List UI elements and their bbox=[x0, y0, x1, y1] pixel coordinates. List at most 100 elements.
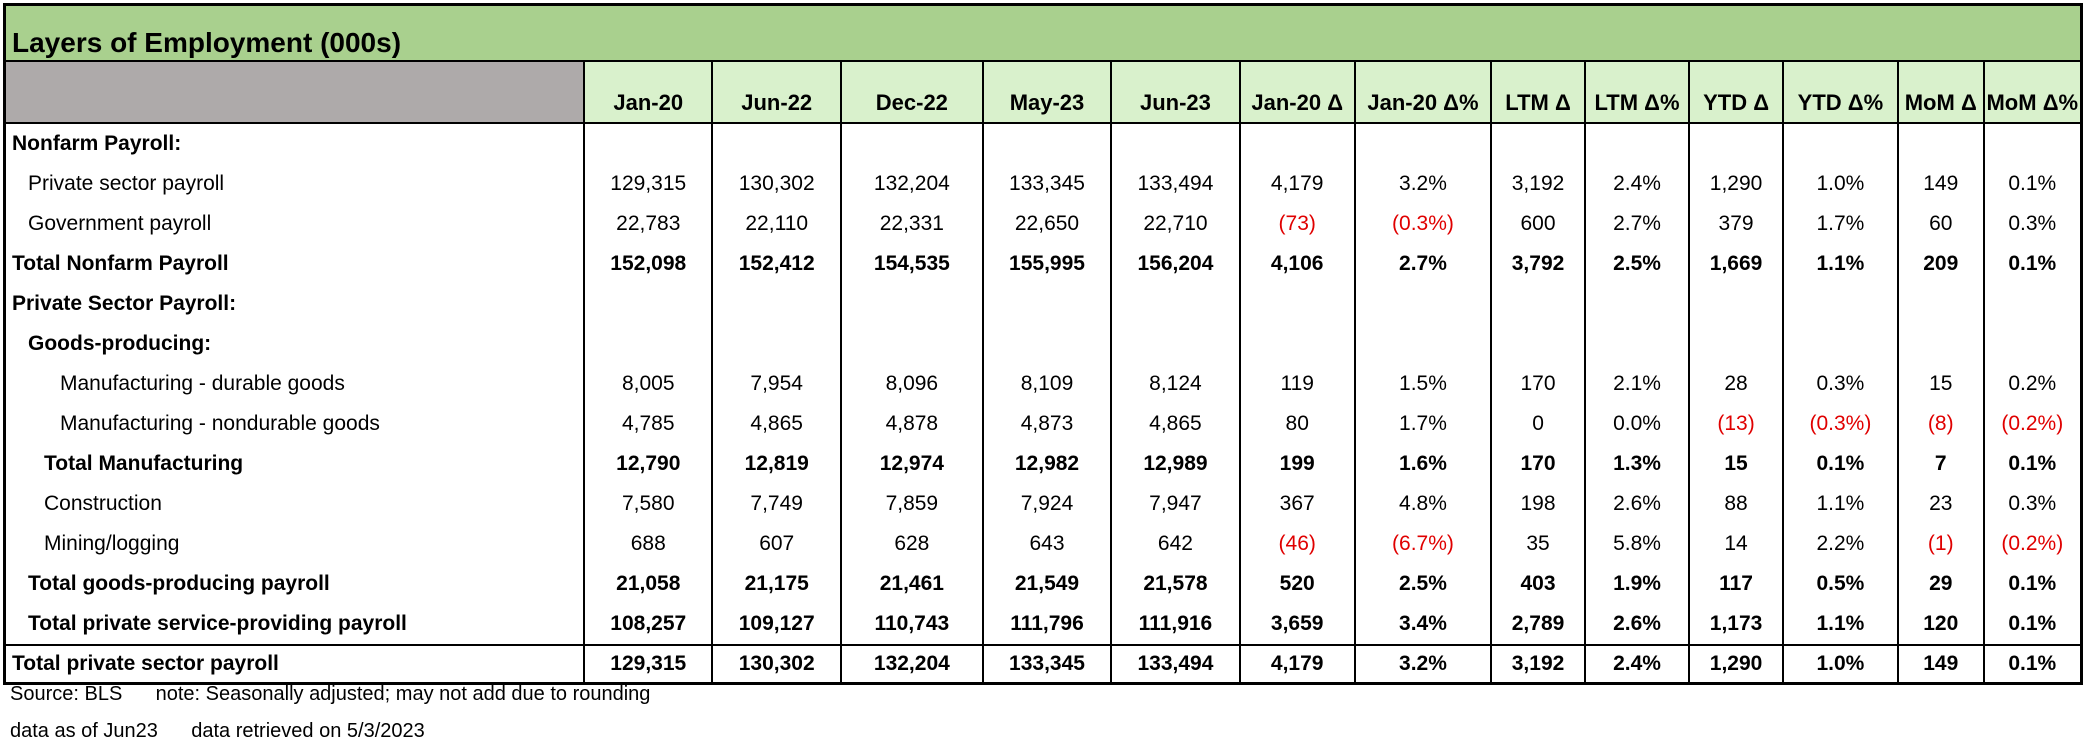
table-cell: (73) bbox=[1238, 204, 1355, 244]
table-cell: 0.1% bbox=[1982, 604, 2080, 645]
table-cell: 111,796 bbox=[981, 604, 1112, 645]
column-header: May-23 bbox=[981, 62, 1112, 124]
table-cell bbox=[1781, 324, 1898, 364]
table-cell: 379 bbox=[1688, 204, 1783, 244]
table-cell: 2.7% bbox=[1583, 204, 1690, 244]
table-cell: 170 bbox=[1490, 364, 1585, 404]
table-cell: (0.3%) bbox=[1781, 404, 1898, 444]
row-label: Total private sector payroll bbox=[6, 644, 585, 682]
table-cell: 156,204 bbox=[1110, 244, 1240, 284]
row-label: Total goods-producing payroll bbox=[28, 572, 330, 595]
table-cell: 2.6% bbox=[1583, 484, 1690, 524]
table-cell: (8) bbox=[1896, 404, 1984, 444]
table-cell: 12,790 bbox=[583, 444, 713, 484]
table-cell: 4,865 bbox=[1110, 404, 1240, 444]
table-cell bbox=[839, 123, 983, 164]
table-cell: 688 bbox=[583, 524, 713, 564]
table-cell: (0.2%) bbox=[1982, 524, 2080, 564]
table-row: Total goods-producing payroll 21,058 21,17… bbox=[6, 564, 2080, 604]
table-cell bbox=[1688, 123, 1783, 164]
column-header: Dec-22 bbox=[839, 62, 983, 124]
table-cell: 4,865 bbox=[711, 404, 841, 444]
table-row: Private Sector Payroll: bbox=[6, 284, 2080, 324]
table-cell: 4,106 bbox=[1238, 244, 1355, 284]
table-cell bbox=[1353, 123, 1492, 164]
table-cell: 1.9% bbox=[1583, 564, 1690, 604]
row-label: Private Sector Payroll: bbox=[12, 292, 237, 315]
header-row: Jan-20 Jun-22 Dec-22 May-23 Jun-23 Jan-20 Δ Ja… bbox=[6, 62, 2080, 124]
table-cell: 22,783 bbox=[583, 204, 713, 244]
table-cell: 0.3% bbox=[1982, 484, 2080, 524]
employment-table-sheet: Layers of Employment (000s) Jan-20 Jun-22… bbox=[3, 3, 2083, 685]
table-cell: 1.6% bbox=[1353, 444, 1492, 484]
table-row: Manufacturing - nondurable goods 4,785 4,8… bbox=[6, 404, 2080, 444]
table-cell: 2.1% bbox=[1583, 364, 1690, 404]
table-cell: 28 bbox=[1688, 364, 1783, 404]
row-label: Total Manufacturing bbox=[44, 452, 244, 475]
table-cell: 22,331 bbox=[839, 204, 983, 244]
column-header: LTM Δ bbox=[1490, 62, 1585, 124]
table-cell: 600 bbox=[1490, 204, 1585, 244]
table-cell: 607 bbox=[711, 524, 841, 564]
table-cell: 7,924 bbox=[981, 484, 1112, 524]
table-cell: 1,290 bbox=[1688, 164, 1783, 204]
table-cell: 12,982 bbox=[981, 444, 1112, 484]
table-cell bbox=[839, 284, 983, 324]
table-row: Construction 7,580 7,749 7,859 7,924 7,947 367… bbox=[6, 484, 2080, 524]
table-cell: 21,175 bbox=[711, 564, 841, 604]
table-cell: 0.1% bbox=[1982, 164, 2080, 204]
table-cell: 4,785 bbox=[583, 404, 713, 444]
table-cell: 367 bbox=[1238, 484, 1355, 524]
table-cell: 21,461 bbox=[839, 564, 983, 604]
table-cell: 4,878 bbox=[839, 404, 983, 444]
table-cell: 8,109 bbox=[981, 364, 1112, 404]
table-cell: 1.0% bbox=[1781, 644, 1898, 682]
table-cell: 0.1% bbox=[1982, 564, 2080, 604]
table-cell: 22,110 bbox=[711, 204, 841, 244]
table-cell bbox=[1688, 324, 1783, 364]
table-cell bbox=[1490, 324, 1585, 364]
table-cell: 15 bbox=[1688, 444, 1783, 484]
table-title: Layers of Employment (000s) bbox=[6, 6, 2080, 62]
table-cell bbox=[1238, 324, 1355, 364]
table-cell: 1.5% bbox=[1353, 364, 1492, 404]
table-cell: 133,345 bbox=[981, 644, 1112, 682]
footer-notes: Source: BLS note: Seasonally adjusted; m… bbox=[10, 676, 650, 750]
table-cell: 12,974 bbox=[839, 444, 983, 484]
table-cell: 520 bbox=[1238, 564, 1355, 604]
table-cell: 4,179 bbox=[1238, 644, 1355, 682]
row-label: Manufacturing - durable goods bbox=[60, 372, 345, 395]
table-cell: 2.7% bbox=[1353, 244, 1492, 284]
table-cell: 7,859 bbox=[839, 484, 983, 524]
table-cell: 2.2% bbox=[1781, 524, 1898, 564]
table-cell bbox=[1688, 284, 1783, 324]
table-cell: 1.7% bbox=[1353, 404, 1492, 444]
column-header: MoM Δ bbox=[1896, 62, 1984, 124]
table-cell: 133,494 bbox=[1110, 164, 1240, 204]
table-row: Private sector payroll 129,315 130,302 132,… bbox=[6, 164, 2080, 204]
table-cell: 133,494 bbox=[1110, 644, 1240, 682]
table-row: Total private service-providing payroll 1… bbox=[6, 604, 2080, 645]
table-cell: 60 bbox=[1896, 204, 1984, 244]
row-label: Manufacturing - nondurable goods bbox=[60, 412, 380, 435]
table-cell: 4.8% bbox=[1353, 484, 1492, 524]
table-row: Total private sector payroll 129,315 130,3… bbox=[6, 644, 2080, 682]
table-cell: 2.4% bbox=[1583, 164, 1690, 204]
table-cell: 133,345 bbox=[981, 164, 1112, 204]
table-cell: (6.7%) bbox=[1353, 524, 1492, 564]
table-cell: (0.2%) bbox=[1982, 404, 2080, 444]
table-cell: 2.6% bbox=[1583, 604, 1690, 645]
table-cell: 628 bbox=[839, 524, 983, 564]
table-cell: 80 bbox=[1238, 404, 1355, 444]
table-cell: 7 bbox=[1896, 444, 1984, 484]
table-cell bbox=[981, 284, 1112, 324]
table-cell bbox=[711, 123, 841, 164]
table-cell: 152,412 bbox=[711, 244, 841, 284]
table-row: Nonfarm Payroll: bbox=[6, 123, 2080, 164]
table-cell: 7,947 bbox=[1110, 484, 1240, 524]
table-cell: 4,873 bbox=[981, 404, 1112, 444]
table-cell bbox=[1353, 284, 1492, 324]
table-cell: 152,098 bbox=[583, 244, 713, 284]
table-cell: 199 bbox=[1238, 444, 1355, 484]
table-cell bbox=[1583, 324, 1690, 364]
